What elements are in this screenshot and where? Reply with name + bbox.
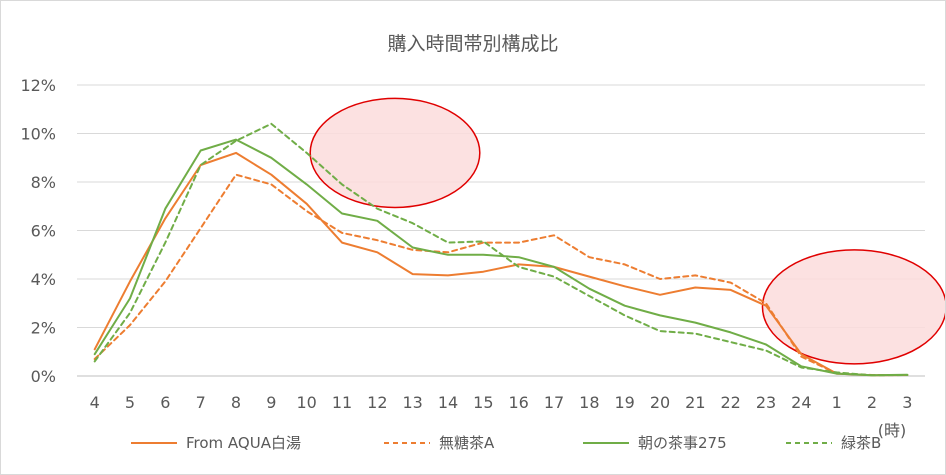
grid-lines — [77, 84, 925, 377]
series-lines — [93, 122, 909, 377]
x-tick-label: 23 — [756, 393, 776, 412]
highlight-ellipse-2 — [761, 249, 945, 365]
x-tick-label: 18 — [579, 393, 599, 412]
highlight-ellipses — [309, 97, 945, 365]
axes-labels: 0%2%4%6%8%10%12%4 5 6 7 8 9 10 11 12 13 14 15 16 17 18… — [20, 76, 912, 412]
series-line-4 — [93, 122, 909, 377]
x-tick-label: 7 — [196, 393, 206, 412]
y-tick-label: 4% — [31, 270, 56, 289]
y-tick-label: 12% — [20, 76, 56, 95]
x-tick-label: 11 — [332, 393, 352, 412]
y-tick-label: 6% — [31, 222, 56, 241]
x-tick-label: 15 — [473, 393, 493, 412]
y-tick-label: 10% — [20, 125, 56, 144]
x-tick-label: 24 — [791, 393, 811, 412]
x-tick-label: 21 — [685, 393, 705, 412]
legend-label: From AQUA白湯 — [186, 434, 301, 452]
y-tick-label: 2% — [31, 319, 56, 338]
x-tick-label: 1 — [832, 393, 842, 412]
highlight-ellipse-1 — [309, 97, 481, 209]
legend: From AQUA白湯 無糖茶A 朝の茶事275 緑茶B — [131, 434, 881, 452]
x-tick-label: 8 — [231, 393, 241, 412]
x-tick-label: 17 — [544, 393, 564, 412]
x-tick-label: 13 — [402, 393, 422, 412]
x-tick-label: 20 — [650, 393, 670, 412]
x-tick-label: 4 — [90, 393, 100, 412]
x-tick-label: 9 — [266, 393, 276, 412]
x-tick-label: 6 — [160, 393, 170, 412]
y-tick-label: 0% — [31, 367, 56, 386]
series-line-3 — [93, 138, 909, 377]
legend-label: 緑茶B — [841, 434, 881, 452]
legend-label: 無糖茶A — [439, 434, 495, 452]
x-tick-label: 10 — [296, 393, 316, 412]
series-line-2 — [93, 173, 909, 376]
x-axis-unit-label: (時) — [878, 421, 907, 440]
legend-label: 朝の茶事275 — [638, 434, 727, 452]
x-tick-label: 5 — [125, 393, 135, 412]
chart-title: 購入時間帯別構成比 — [387, 33, 558, 55]
x-tick-label: 22 — [720, 393, 740, 412]
x-tick-label: 3 — [902, 393, 912, 412]
x-tick-label: 2 — [867, 393, 877, 412]
x-tick-label: 12 — [367, 393, 387, 412]
x-tick-label: 16 — [508, 393, 528, 412]
y-tick-label: 8% — [31, 173, 56, 192]
x-tick-label: 14 — [438, 393, 458, 412]
x-tick-label: 19 — [614, 393, 634, 412]
